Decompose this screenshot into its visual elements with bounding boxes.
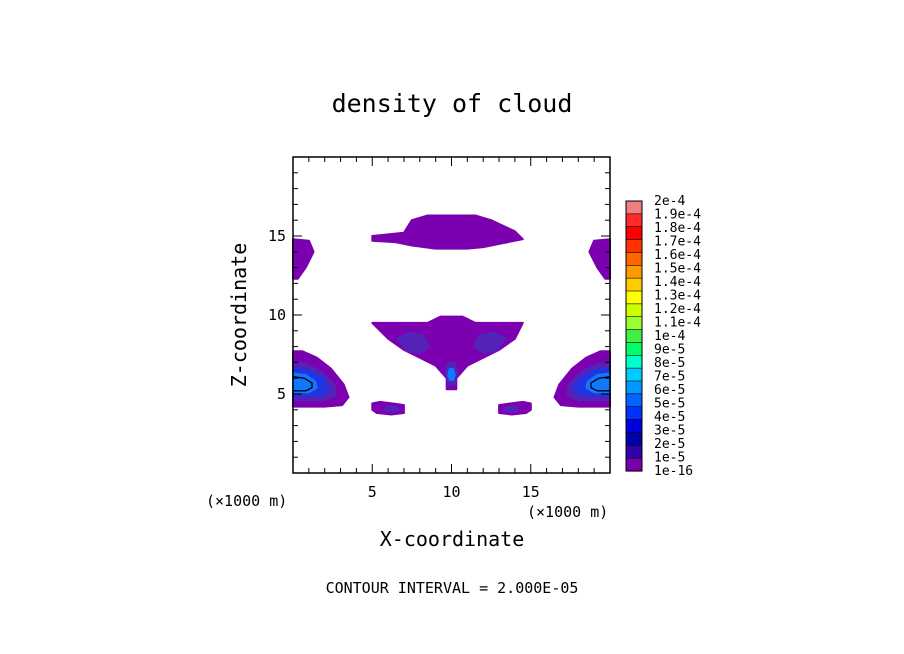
right-contour (590, 375, 611, 392)
colorbar-swatch (626, 419, 642, 434)
middle-left-lobe (396, 331, 431, 354)
colorbar-swatch (626, 265, 642, 279)
y-axis-label: Z-coordinate (227, 243, 251, 388)
chart-title: density of cloud (332, 89, 573, 118)
axis-ticks (293, 157, 610, 473)
contour-interval-label: CONTOUR INTERVAL = 2.000E-05 (326, 579, 579, 597)
x-axis-label: X-coordinate (380, 527, 525, 551)
y-tick-label: 5 (277, 385, 286, 403)
x-tick-label: 15 (522, 483, 540, 501)
colorbar-label: 1.8e-4 (654, 221, 701, 236)
colorbar-swatch (626, 291, 642, 305)
colorbar-label: 2e-4 (654, 194, 685, 209)
colorbar-label: 1.9e-4 (654, 208, 701, 223)
colorbar-label: 8e-5 (654, 356, 685, 371)
x-tick-labels: 5 10 15 (368, 483, 540, 501)
upper-right-edge (588, 238, 611, 280)
colorbar-label: 1.4e-4 (654, 275, 701, 290)
contour-regions (292, 214, 611, 416)
colorbar-label: 3e-5 (654, 424, 685, 439)
colorbar-label: 1e-5 (654, 451, 685, 466)
contour-lines (292, 375, 611, 392)
y-tick-label: 10 (268, 306, 286, 324)
middle-right-lobe (472, 331, 507, 354)
colorbar-swatch (626, 342, 642, 356)
colorbar-label: 7e-5 (654, 370, 685, 385)
colorbar-label: 9e-5 (654, 343, 685, 358)
colorbar-label: 1.2e-4 (654, 302, 701, 317)
colorbar-swatch (626, 406, 642, 421)
colorbar-label: 4e-5 (654, 410, 685, 425)
x-tick-label: 5 (368, 483, 377, 501)
colorbar-label: 1e-4 (654, 329, 685, 344)
colorbar-swatch (626, 368, 642, 382)
low-left-blob-core (383, 405, 401, 413)
colorbar-swatch (626, 303, 642, 318)
colorbar-swatch (626, 252, 642, 266)
x-tick-label: 10 (442, 483, 460, 501)
left-contour (292, 375, 313, 392)
colorbar-swatch (626, 458, 642, 472)
x-unit-label: (×1000 m) (527, 503, 608, 521)
colorbar-label: 2e-5 (654, 437, 685, 452)
colorbar-swatch (626, 381, 642, 395)
colorbar-label: 1.1e-4 (654, 316, 701, 331)
colorbar-label: 6e-5 (654, 383, 685, 398)
y-tick-labels: 5 10 15 (268, 227, 286, 403)
plot-frame (292, 156, 611, 474)
colorbar-swatch (626, 355, 642, 369)
colorbar-swatch (626, 432, 642, 446)
y-tick-label: 15 (268, 227, 286, 245)
colorbar-swatch (626, 226, 642, 241)
colorbar-swatch (626, 213, 642, 228)
colorbar: 2e-41.9e-41.8e-41.7e-41.6e-41.5e-41.4e-4… (625, 194, 701, 479)
colorbar-swatch (626, 239, 642, 254)
colorbar-label: 1.3e-4 (654, 289, 701, 304)
colorbar-swatch (626, 445, 642, 459)
colorbar-swatch (626, 278, 642, 292)
colorbar-label: 1e-16 (654, 464, 693, 479)
colorbar-swatch (626, 329, 642, 344)
colorbar-label: 1.6e-4 (654, 248, 701, 263)
upper-left-edge (292, 238, 315, 280)
colorbar-label: 1.7e-4 (654, 235, 701, 250)
upper-center-cloud (371, 214, 524, 250)
low-right-blob-core (502, 405, 520, 413)
colorbar-frame (625, 200, 643, 472)
colorbar-label: 1.5e-4 (654, 262, 701, 277)
colorbar-swatch (626, 201, 642, 215)
colorbar-swatch (626, 316, 642, 331)
colorbar-swatch (626, 393, 642, 408)
colorbar-label: 5e-5 (654, 397, 685, 412)
y-unit-label: (×1000 m) (206, 492, 287, 510)
center-column-core (447, 367, 456, 381)
